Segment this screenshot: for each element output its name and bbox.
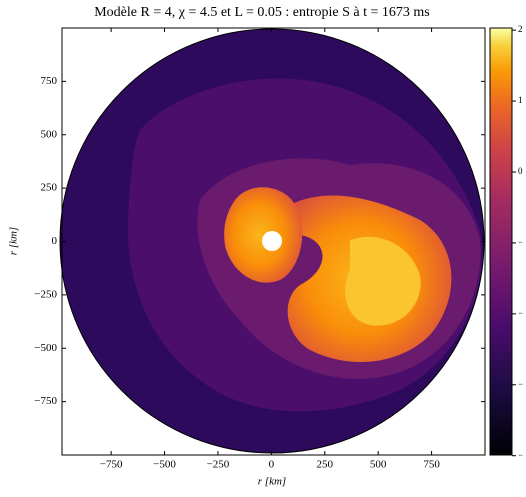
inner-boundary — [262, 231, 282, 251]
colorbar-tick-label: − — [518, 379, 523, 389]
y-tick-label: 500 — [41, 128, 58, 140]
y-tick-label: −750 — [34, 395, 57, 407]
x-tick-label: 750 — [423, 459, 440, 471]
colorbar-tick-label: 1 — [518, 95, 523, 105]
x-tick-label: −750 — [100, 459, 123, 471]
colorbar-tick-label: − — [518, 308, 523, 318]
plot-image — [60, 29, 484, 453]
y-tick-label: 250 — [41, 182, 58, 194]
colorbar-tick-label: 2 — [518, 24, 523, 34]
colorbar-tick-label: − — [518, 450, 523, 460]
hot-spot — [345, 236, 421, 326]
x-axis-label: r [km] — [258, 476, 286, 488]
chart-title: Modèle R = 4, χ = 4.5 et L = 0.05 : entr… — [94, 5, 430, 20]
y-axis-label: r [km] — [8, 227, 20, 255]
x-tick-label: −250 — [207, 459, 230, 471]
y-tick-label: 750 — [41, 75, 58, 87]
y-tick-label: 0 — [52, 235, 58, 247]
colorbar — [489, 27, 513, 456]
x-tick-label: 0 — [269, 459, 275, 471]
colorbar-tick-label: − — [518, 237, 523, 247]
colorbar-tick-label: 0 — [518, 166, 523, 176]
core-plume — [224, 187, 303, 283]
x-tick-label: −500 — [153, 459, 176, 471]
y-tick-label: −500 — [34, 342, 57, 354]
x-tick-label: 500 — [370, 459, 387, 471]
x-tick-label: 250 — [317, 459, 334, 471]
y-tick-label: −250 — [34, 288, 57, 300]
